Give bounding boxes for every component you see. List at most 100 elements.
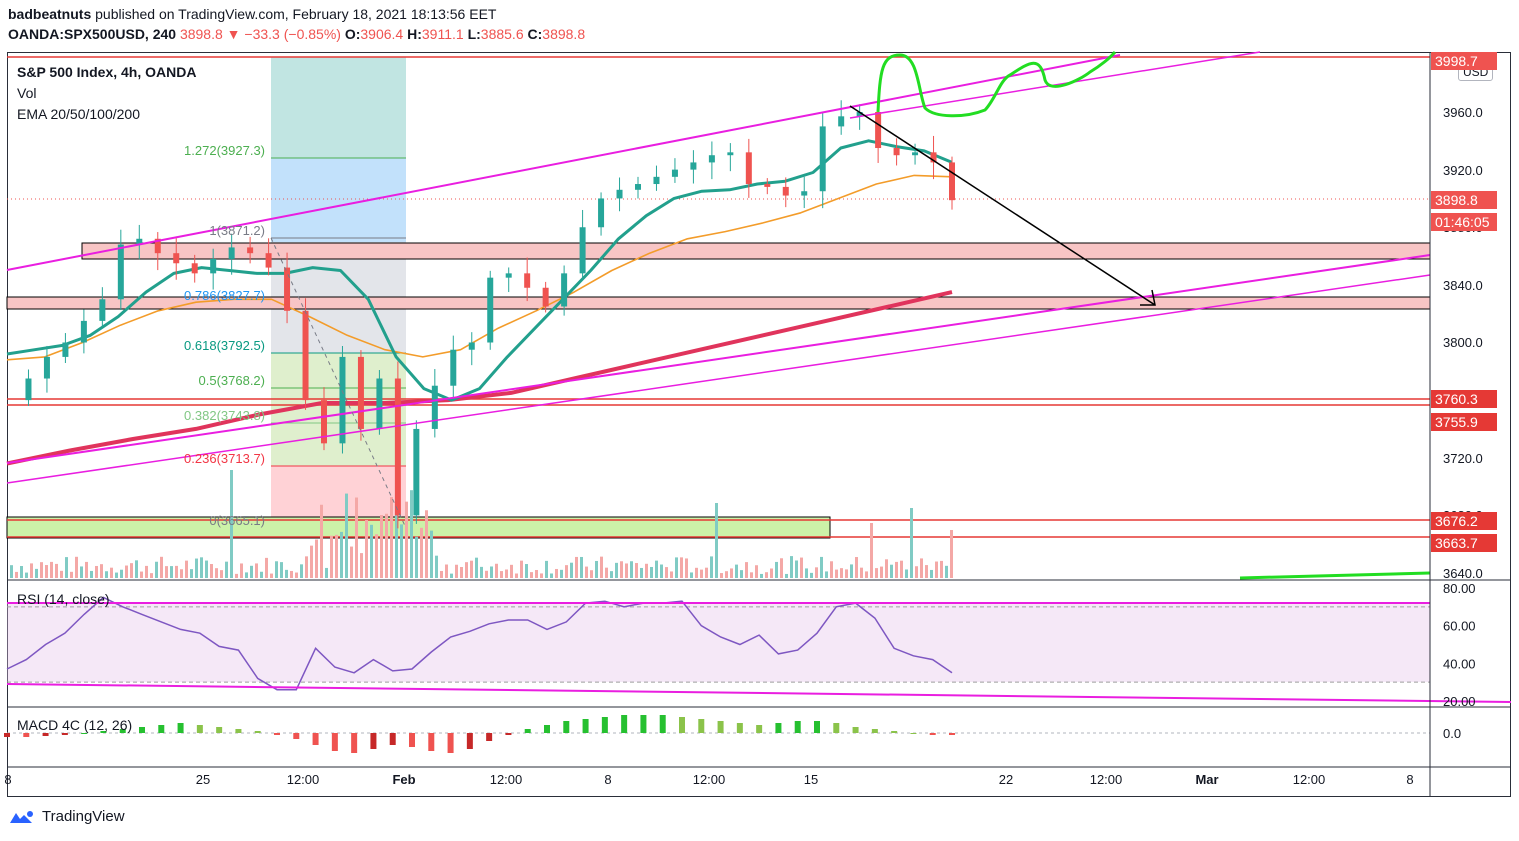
volume-bar: [25, 572, 28, 578]
volume-bar: [830, 561, 833, 578]
volume-bar: [15, 571, 18, 578]
open-value: 3906.4: [360, 26, 404, 42]
volume-bar: [850, 564, 853, 578]
volume-bar: [680, 557, 683, 578]
volume-bar: [435, 555, 438, 578]
forecast-arrow-head: [1140, 289, 1156, 306]
volume-bar: [325, 567, 328, 578]
volume-bar: [730, 568, 733, 578]
volume-bar: [545, 560, 548, 578]
candle: [302, 298, 309, 410]
channel-upper-line: [6, 54, 1121, 271]
macd-bar: [698, 719, 705, 733]
candle: [450, 335, 457, 399]
candle-body: [431, 385, 438, 429]
candle: [154, 232, 161, 271]
volume-bar: [535, 569, 538, 578]
time-tick-label: 8: [604, 772, 611, 787]
volume-bar: [505, 569, 508, 578]
candle: [505, 267, 512, 293]
macd-bar: [389, 733, 396, 745]
volume-bar: [395, 511, 398, 578]
volume-bar: [335, 534, 338, 578]
volume-bar: [885, 559, 888, 578]
volume-bar: [745, 562, 748, 578]
volume-bar: [275, 561, 278, 578]
macd-bar: [486, 733, 493, 741]
countdown-label: 01:46:05: [1431, 213, 1497, 231]
candle-body: [856, 112, 863, 117]
candle: [265, 238, 272, 276]
rsi-legend: RSI (14, close): [17, 591, 110, 607]
volume-bar: [370, 524, 373, 578]
volume-bar: [55, 563, 58, 578]
rsi-tick-label: 60.00: [1443, 619, 1476, 634]
volume-bar: [725, 571, 728, 578]
volume-bar: [905, 569, 908, 578]
macd-bar: [814, 721, 820, 733]
high-label: H:: [407, 26, 422, 42]
volume-bar: [695, 567, 698, 578]
price-tick-label: 3840.0: [1443, 278, 1483, 293]
macd-bar: [23, 733, 30, 737]
volume-bar: [105, 571, 108, 578]
macd-bar: [949, 733, 955, 735]
volume-bar: [260, 571, 263, 578]
volume-bar: [190, 569, 193, 578]
macd-tick-label: 0.0: [1443, 726, 1461, 741]
volume-bar: [895, 561, 898, 578]
candle: [782, 177, 789, 208]
candle-body: [764, 184, 771, 187]
candle: [912, 143, 919, 165]
volume-bar: [220, 570, 223, 578]
candle-body: [450, 349, 457, 386]
volume-bar: [560, 569, 563, 578]
volume-bar: [390, 497, 393, 578]
candle: [136, 224, 143, 260]
macd-bar: [794, 721, 801, 733]
footer[interactable]: TradingView: [8, 808, 125, 825]
candle: [653, 165, 660, 191]
time-tick-label: 8: [1406, 772, 1413, 787]
volume-bar: [245, 572, 248, 578]
macd-bar: [717, 721, 724, 733]
volume-bar: [175, 565, 178, 578]
volume-bar: [555, 568, 558, 578]
volume-bar: [350, 546, 353, 578]
macd-bar: [4, 733, 10, 737]
volume-bar: [250, 565, 253, 578]
projection-sketch: [876, 51, 1117, 118]
candle-body: [321, 400, 327, 444]
candle-body: [505, 273, 512, 278]
volume-bar: [170, 566, 173, 578]
candle-body: [598, 198, 605, 228]
candle: [173, 238, 180, 280]
volume-bar: [120, 569, 123, 578]
rsi-tick-label: 80.00: [1443, 581, 1476, 596]
volume-bar: [205, 560, 208, 578]
volume-bar: [650, 566, 653, 578]
fib-label: 0(3665.1): [209, 513, 265, 528]
volume-bar: [855, 557, 858, 578]
volume-bar: [605, 567, 608, 578]
volume-bar: [640, 567, 643, 578]
volume-bar: [525, 564, 528, 578]
candle-body: [302, 310, 309, 401]
candle-body: [376, 378, 383, 429]
last-price: 3898.8: [179, 26, 223, 42]
macd-bar: [601, 717, 608, 733]
candle-body: [949, 162, 955, 201]
close-value: 3898.8: [542, 26, 586, 42]
volume-bar: [945, 565, 948, 578]
rsi-line: [6, 596, 953, 691]
candle: [893, 138, 900, 166]
volume-bar: [880, 566, 883, 578]
candle-body: [819, 126, 826, 192]
macd-bar: [119, 729, 126, 733]
volume-bar: [815, 567, 818, 578]
macd-bar: [929, 733, 936, 735]
volume-bar: [445, 564, 448, 578]
price-label-top: 3998.7: [1431, 52, 1497, 70]
price-label-r1: 3760.3: [1431, 390, 1497, 408]
